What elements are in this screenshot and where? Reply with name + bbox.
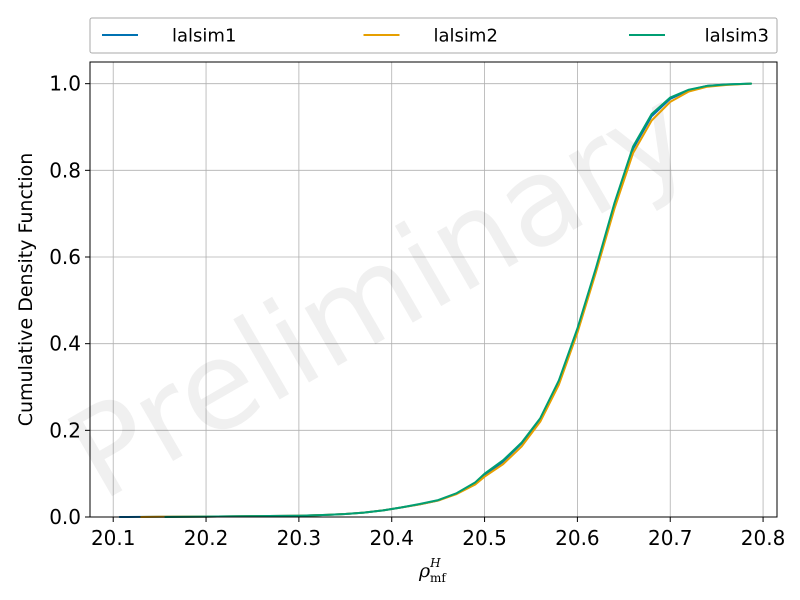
y-axis-label: Cumulative Density Function <box>15 153 37 427</box>
x-axis: 20.1 20.2 20.3 20.4 20.5 20.6 20.7 20.8 <box>91 517 785 550</box>
plot-frame <box>89 61 778 518</box>
x-tick-label: 20.6 <box>555 526 600 550</box>
legend-box <box>89 17 778 54</box>
x-tick-label: 20.5 <box>462 526 507 550</box>
x-tick-label: 20.4 <box>369 526 414 550</box>
y-tick-label: 0.0 <box>49 505 81 529</box>
x-tick-label: 20.8 <box>741 526 786 550</box>
series-line-lalsim3 <box>164 82 753 518</box>
legend-item-lalsim2: lalsim2 <box>363 26 498 47</box>
y-tick-label: 0.4 <box>49 332 81 356</box>
legend-label: lalsim3 <box>705 26 769 47</box>
x-axis-label-subscript: mf <box>430 571 447 585</box>
y-tick-label: 0.8 <box>49 158 81 182</box>
legend-item-lalsim3: lalsim3 <box>629 26 769 47</box>
legend-item-lalsim1: lalsim1 <box>102 26 236 47</box>
legend-items: lalsim1 lalsim2 lalsim3 <box>102 26 769 47</box>
legend-label: lalsim2 <box>434 26 498 47</box>
legend-label: lalsim1 <box>172 26 236 47</box>
y-tick-label: 0.2 <box>49 418 81 442</box>
y-tick-label: 1.0 <box>49 72 81 96</box>
x-axis-label: ρH mf <box>418 556 447 585</box>
legend: lalsim1 lalsim2 lalsim3 <box>89 17 778 54</box>
x-tick-label: 20.1 <box>91 526 136 550</box>
x-axis-label-superscript: H <box>429 556 441 570</box>
y-axis: 0.0 0.2 0.4 0.6 0.8 1.0 <box>49 72 90 529</box>
series-lines <box>118 82 753 518</box>
x-tick-label: 20.2 <box>184 526 229 550</box>
y-tick-label: 0.6 <box>49 245 81 269</box>
x-axis-label-base: ρ <box>418 560 431 582</box>
x-tick-label: 20.3 <box>277 526 322 550</box>
x-tick-label: 20.7 <box>648 526 693 550</box>
